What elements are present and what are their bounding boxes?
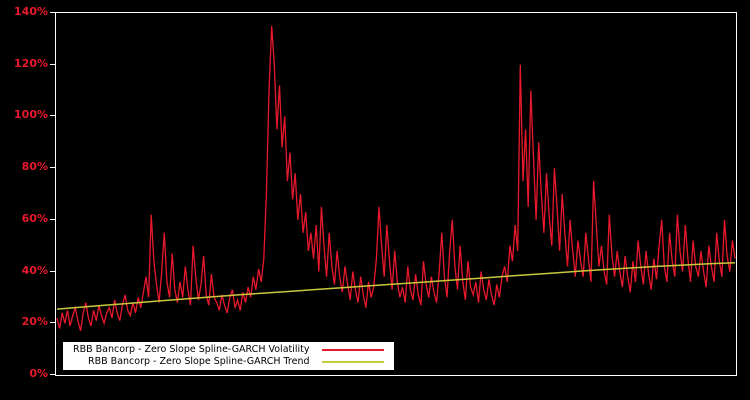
y-tick-label: 100% xyxy=(14,108,48,122)
y-tick-mark xyxy=(50,374,55,375)
legend-line-trend-swatch xyxy=(321,360,384,363)
legend: RBB Bancorp - Zero Slope Spline-GARCH Vo… xyxy=(63,342,394,370)
legend-label-trend: RBB Bancorp - Zero Slope Spline-GARCH Tr… xyxy=(88,356,310,367)
volatility-line-series xyxy=(56,25,736,332)
y-tick-label: 80% xyxy=(21,160,48,174)
y-tick-mark xyxy=(50,12,55,13)
y-tick-label: 140% xyxy=(14,5,48,18)
y-tick-label: 60% xyxy=(21,211,48,225)
y-tick-mark xyxy=(50,218,55,220)
legend-label-volatility: RBB Bancorp - Zero Slope Spline-GARCH Vo… xyxy=(73,344,310,355)
y-tick-mark xyxy=(50,270,55,272)
y-tick-mark xyxy=(50,63,55,65)
legend-line-volatility-swatch xyxy=(321,348,384,351)
y-tick-mark xyxy=(50,167,55,169)
y-tick-label: 20% xyxy=(21,315,48,329)
trend-line-series xyxy=(56,262,736,310)
y-tick-label: 40% xyxy=(21,263,48,277)
y-tick-mark xyxy=(50,115,55,117)
plot-area: RBB Bancorp - Zero Slope Spline-GARCH Vo… xyxy=(55,12,737,376)
y-tick-mark xyxy=(50,322,55,324)
y-tick-label: 120% xyxy=(14,56,48,70)
y-tick-label: 0% xyxy=(29,367,48,380)
line-chart xyxy=(56,25,736,332)
